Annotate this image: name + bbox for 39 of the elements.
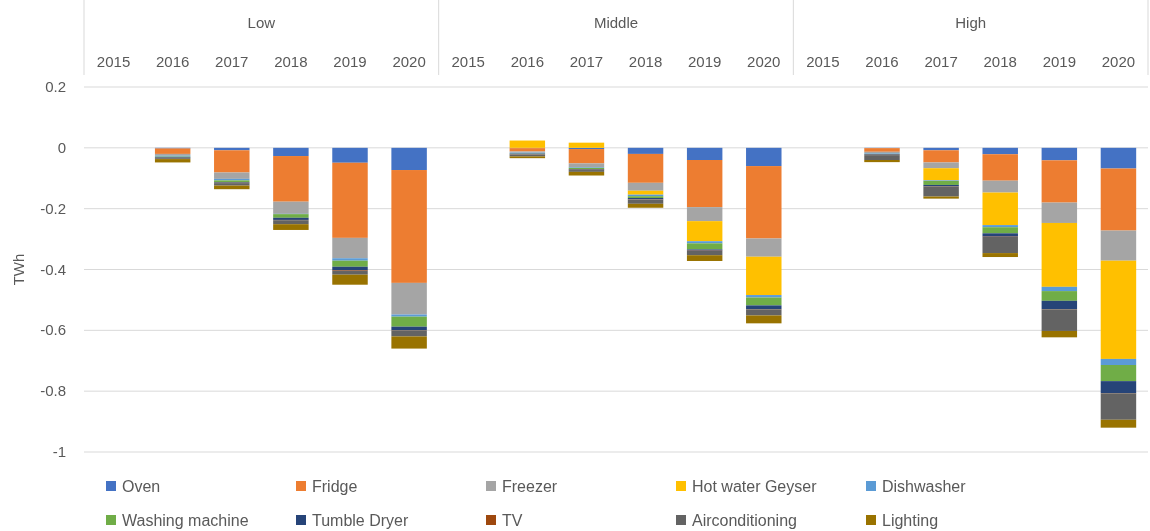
x-tick-label: 2019 <box>1042 53 1077 70</box>
y-tick-label: -1 <box>52 443 66 460</box>
y-tick-label: 0 <box>57 138 66 156</box>
x-tick-label: 2016 <box>865 53 899 70</box>
x-tick-label: 2016 <box>510 53 545 70</box>
y-tick-label: 0.2 <box>45 78 66 95</box>
text: Low <box>247 14 276 31</box>
y-tick-label: -0.6 <box>40 321 66 339</box>
x-tick-label: 2019 <box>687 53 722 70</box>
y-tick-label: -0.8 <box>40 382 66 400</box>
x-tick-label: 2017 <box>215 53 249 70</box>
y-axis-title: TWh <box>10 253 27 286</box>
legend-label: Oven <box>122 478 161 495</box>
text: Middle <box>593 14 639 31</box>
legend-label: TV <box>502 512 523 529</box>
legend-label: Airconditioning <box>692 512 797 529</box>
x-tick-label: 2015 <box>451 53 485 70</box>
x-tick-label: 2020 <box>1101 53 1136 70</box>
x-tick-label: 2018 <box>628 53 663 70</box>
x-tick-label: 2020 <box>392 53 426 70</box>
x-tick-label: 2016 <box>155 53 190 70</box>
x-tick-label: 2015 <box>96 53 131 70</box>
x-tick-label: 2019 <box>333 53 367 70</box>
text: High <box>955 14 987 31</box>
legend-label: Hot water Geyser <box>692 478 818 495</box>
x-tick-label: 2018 <box>983 53 1017 70</box>
y-tick-label: -0.4 <box>40 260 66 278</box>
legend-label: Dishwasher <box>882 478 967 495</box>
legend-label: Freezer <box>502 478 558 495</box>
y-tick-label: -0.2 <box>40 199 66 217</box>
x-tick-label: 2017 <box>924 53 958 70</box>
legend-label: Fridge <box>312 478 358 495</box>
legend-label: Tumble Dryer <box>312 512 409 529</box>
x-tick-label: 2018 <box>274 53 308 70</box>
legend-label: Lighting <box>882 512 939 529</box>
x-tick-label: 2020 <box>747 53 781 70</box>
legend-label: Washing machine <box>122 512 249 529</box>
x-tick-label: 2015 <box>806 53 840 70</box>
x-tick-label: 2017 <box>569 53 604 70</box>
